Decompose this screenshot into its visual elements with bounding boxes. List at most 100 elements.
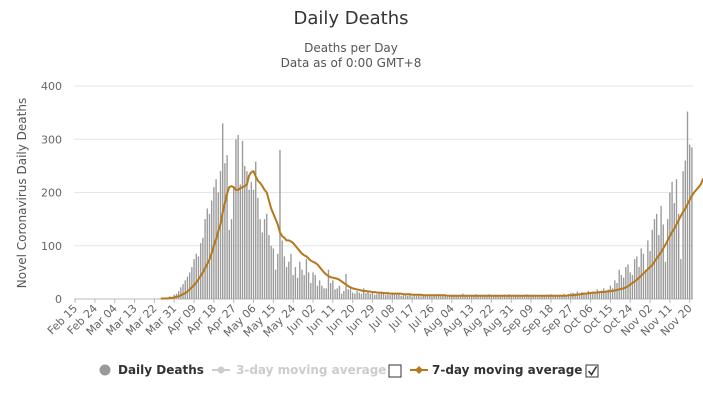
daily-deaths-bar: [274, 269, 277, 299]
daily-deaths-bar: [426, 295, 429, 299]
daily-deaths-bar: [578, 294, 581, 299]
daily-deaths-bar: [321, 285, 323, 299]
daily-deaths-bar: [545, 294, 548, 299]
daily-deaths-bar: [248, 189, 250, 299]
daily-deaths-bar: [250, 181, 253, 299]
daily-deaths-bar: [206, 208, 208, 299]
daily-deaths-bar: [523, 296, 526, 299]
daily-deaths-bar: [327, 269, 330, 299]
daily-deaths-bar: [539, 296, 541, 299]
daily-deaths-bar: [631, 275, 634, 299]
y-tick-label: 200: [41, 187, 62, 200]
daily-deaths-bar: [404, 294, 407, 299]
daily-deaths-bar: [448, 295, 451, 299]
daily-deaths-bar: [510, 295, 512, 299]
daily-deaths-bar: [202, 237, 204, 299]
daily-deaths-bar: [307, 272, 310, 300]
daily-deaths-bar: [581, 292, 583, 299]
daily-deaths-bar: [340, 293, 343, 299]
daily-deaths-bar: [435, 295, 438, 299]
daily-deaths-bar: [376, 294, 378, 299]
daily-deaths-bar: [530, 294, 532, 299]
daily-deaths-bar: [407, 295, 409, 299]
daily-deaths-bar: [532, 296, 534, 299]
daily-deaths-bar: [277, 253, 279, 299]
chart-subtitle-line1: Deaths per Day: [304, 41, 398, 55]
daily-deaths-bar: [241, 140, 244, 299]
daily-deaths-bar: [658, 235, 660, 299]
daily-deaths-bar: [484, 294, 486, 299]
legend-item-daily-deaths[interactable]: Daily Deaths: [99, 363, 204, 377]
daily-deaths-bar: [354, 293, 356, 299]
daily-deaths-bar: [290, 253, 292, 299]
daily-deaths-bar: [356, 291, 358, 299]
daily-deaths-bar: [636, 256, 638, 299]
daily-deaths-bar: [537, 295, 539, 299]
daily-deaths-bar: [490, 295, 493, 299]
legend-marker-7day: [415, 366, 423, 374]
daily-deaths-bar: [263, 219, 266, 300]
daily-deaths-bar: [437, 294, 440, 299]
daily-deaths-bar: [565, 295, 568, 299]
daily-deaths-bar: [519, 295, 521, 299]
daily-deaths-bar: [691, 147, 693, 299]
daily-deaths-bar: [466, 295, 468, 299]
daily-deaths-bar: [664, 261, 667, 299]
daily-deaths-bar: [418, 295, 420, 299]
daily-deaths-bar: [336, 288, 338, 299]
daily-deaths-bar: [633, 259, 636, 299]
daily-deaths-bar: [389, 295, 391, 299]
daily-deaths-bar: [609, 285, 612, 299]
daily-deaths-bar: [479, 295, 482, 299]
daily-deaths-bar: [459, 295, 462, 299]
daily-deaths-bar: [444, 295, 446, 299]
checkbox-3day-average[interactable]: [388, 364, 402, 378]
daily-deaths-bar: [323, 288, 325, 299]
daily-deaths-bar: [473, 296, 475, 299]
daily-deaths-bar: [208, 213, 211, 299]
legend-marker-daily-deaths: [99, 364, 111, 376]
daily-deaths-bar: [411, 296, 413, 299]
daily-deaths-bar: [594, 292, 596, 299]
daily-deaths-bar: [237, 134, 239, 299]
daily-deaths-bar: [433, 294, 435, 299]
legend-item-7day-average[interactable]: 7-day moving average: [410, 363, 599, 378]
daily-deaths-bar: [296, 277, 299, 299]
daily-deaths-bar: [684, 160, 686, 299]
y-tick-label: 400: [41, 80, 62, 93]
daily-deaths-bar: [620, 275, 623, 299]
legend-item-3day-average[interactable]: 3-day moving average: [212, 363, 402, 378]
daily-deaths-bar: [204, 219, 206, 300]
daily-deaths-bar: [486, 295, 488, 299]
daily-deaths-bar: [378, 293, 380, 299]
daily-deaths-bar: [517, 294, 519, 299]
moving-average-lines: [161, 170, 703, 300]
daily-deaths-bar: [325, 288, 327, 299]
daily-deaths-bar: [440, 296, 442, 299]
daily-deaths-bar: [424, 295, 427, 299]
daily-deaths-bar: [255, 161, 257, 299]
daily-deaths-bar: [415, 295, 418, 299]
daily-deaths-bar: [224, 163, 226, 299]
daily-deaths-bar: [477, 295, 479, 299]
daily-deaths-bar: [219, 171, 222, 299]
daily-deaths-bar: [409, 294, 411, 299]
daily-deaths-bar: [316, 285, 319, 299]
daily-deaths-bar: [470, 294, 473, 299]
daily-deaths-bar: [429, 295, 431, 299]
legend: Daily Deaths 3-day moving average 7-day …: [99, 363, 599, 378]
daily-deaths-bar: [481, 296, 484, 299]
daily-deaths-bar: [180, 287, 182, 299]
daily-deaths-bar: [199, 243, 202, 299]
daily-deaths-bar: [503, 294, 506, 299]
checkmark-icon: [587, 366, 598, 376]
daily-deaths-bar: [228, 229, 230, 299]
daily-deaths-bar: [272, 248, 275, 299]
daily-deaths-bar: [347, 289, 349, 299]
daily-deaths-bar: [259, 219, 261, 300]
daily-deaths-bar: [644, 269, 647, 299]
daily-deaths-bar: [464, 296, 466, 299]
daily-deaths-bar: [294, 267, 297, 299]
daily-deaths-bar: [649, 251, 651, 299]
daily-deaths-bar: [457, 295, 460, 299]
